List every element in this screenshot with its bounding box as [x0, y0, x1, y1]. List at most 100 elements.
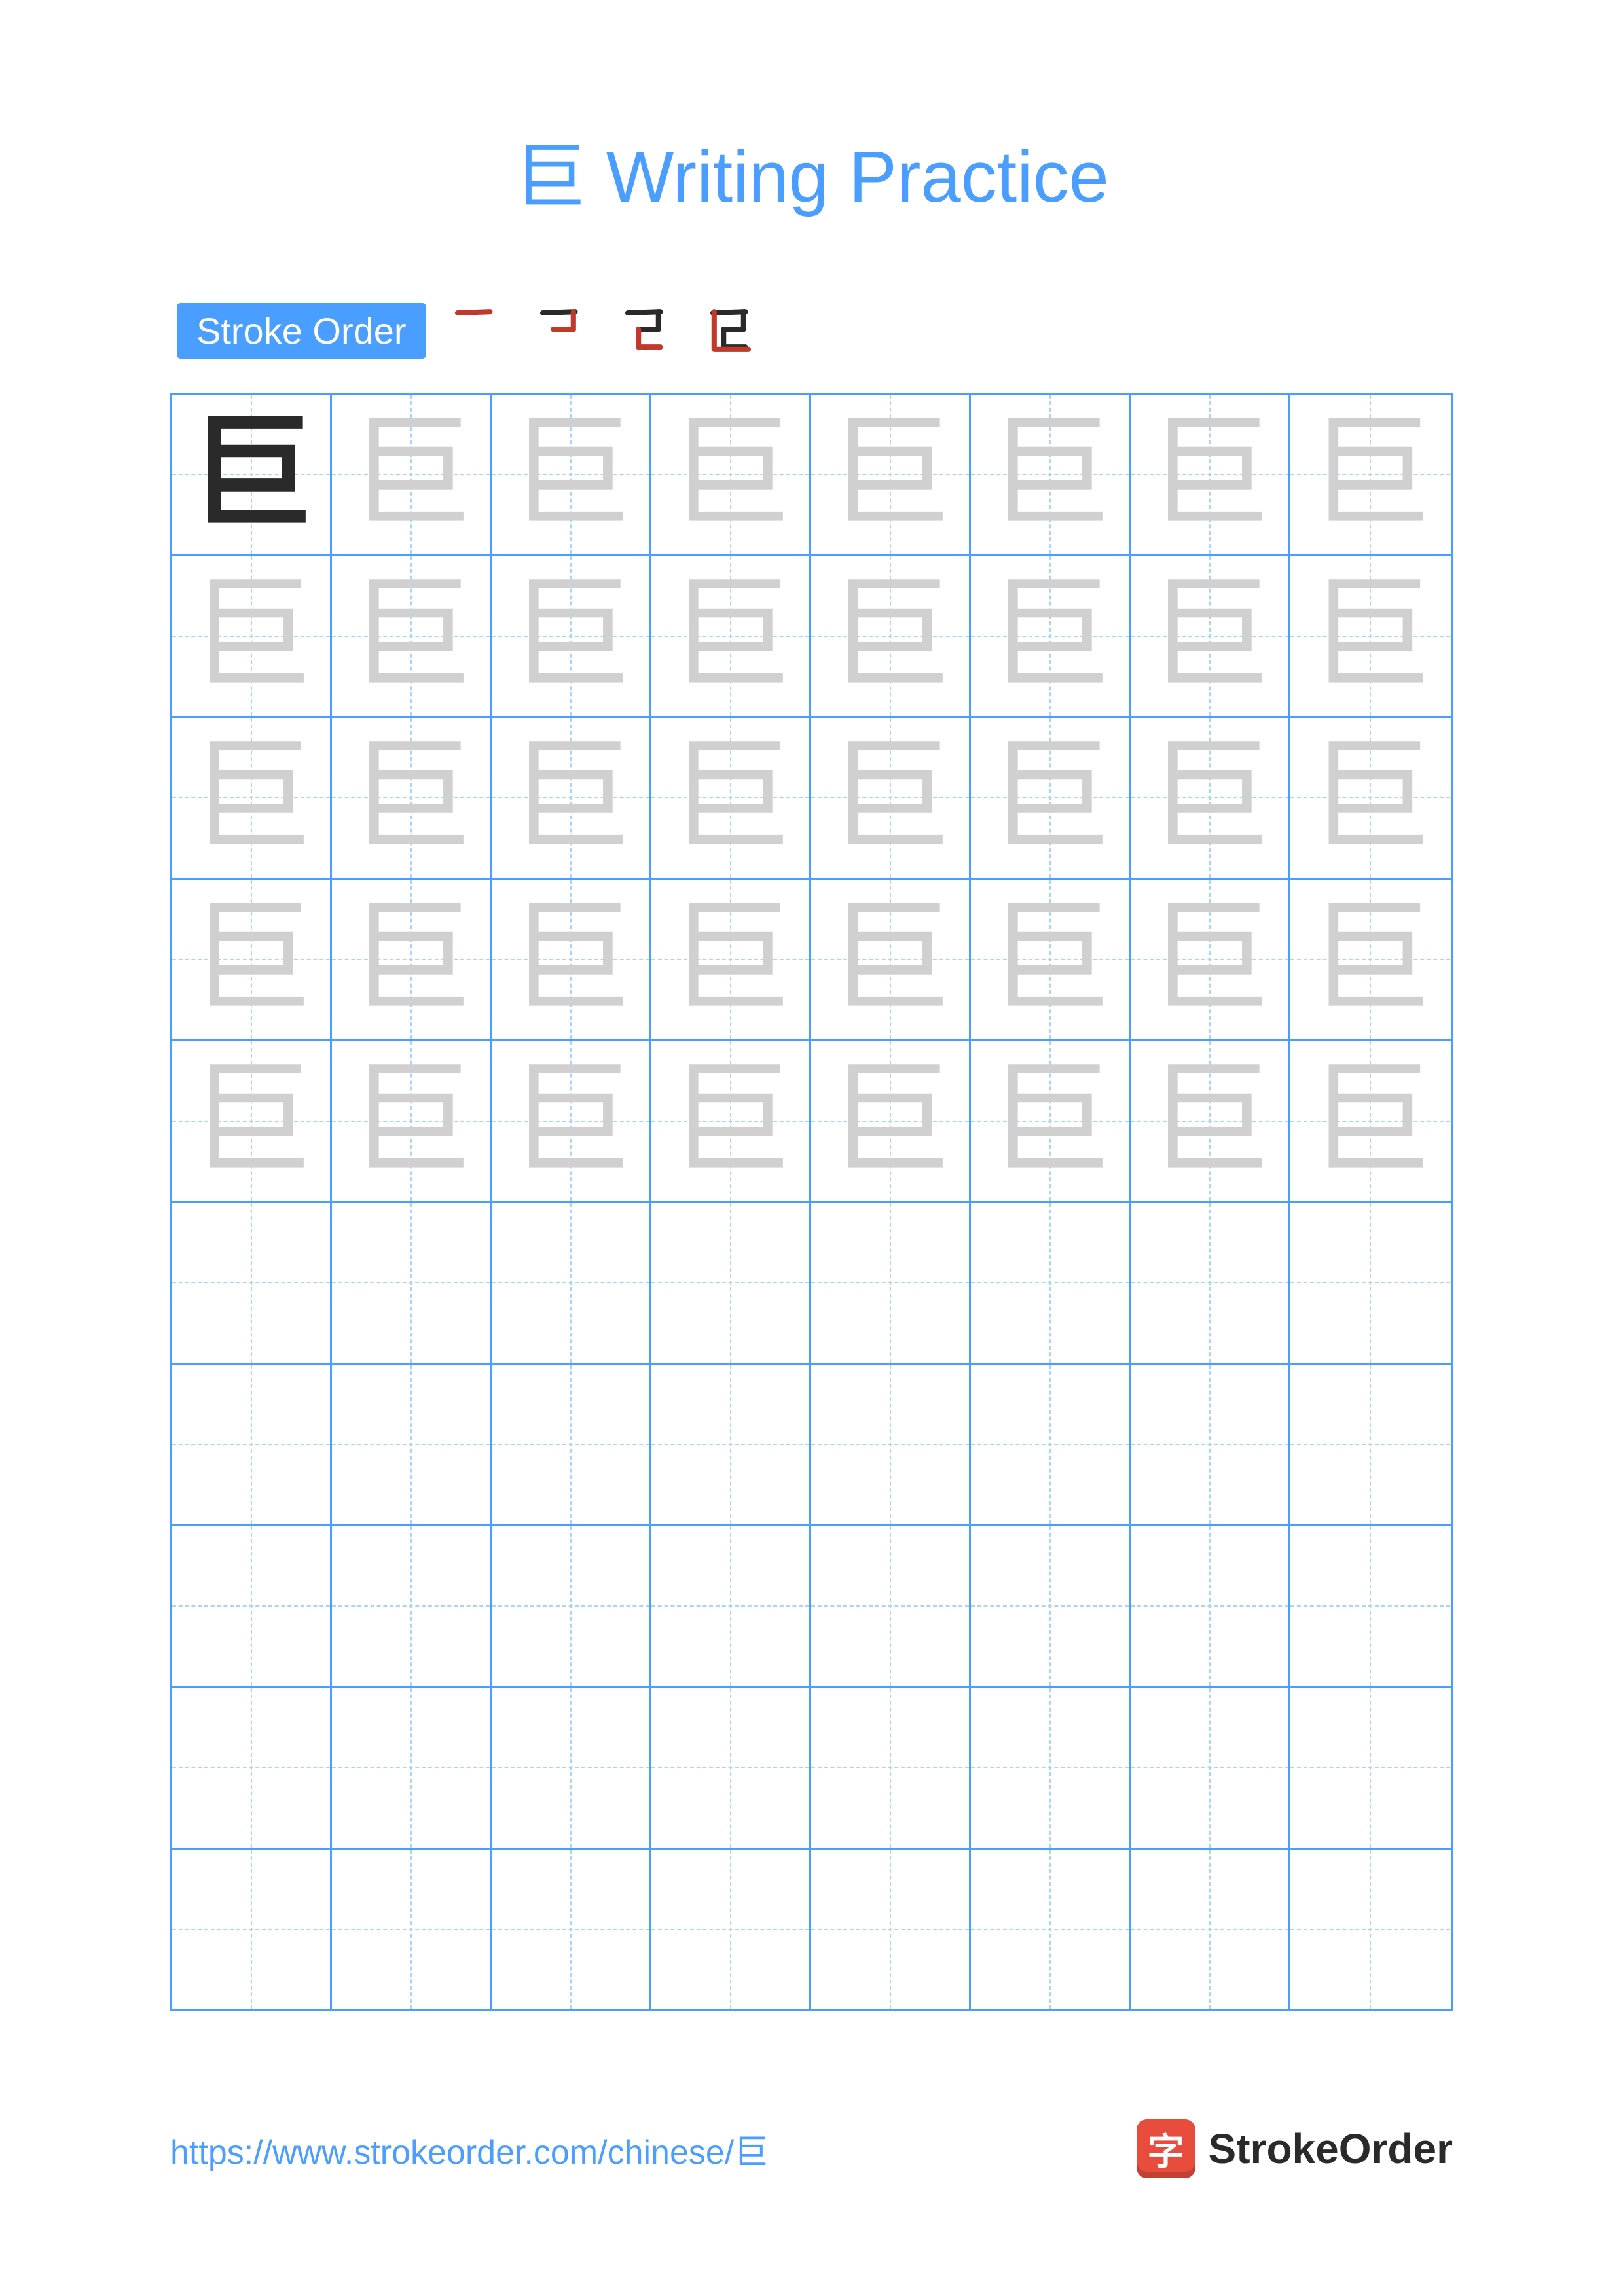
trace-character: 巨 [508, 897, 632, 1022]
grid-cell [172, 1850, 332, 2009]
trace-character: 巨 [1147, 1059, 1271, 1183]
grid-cell: 巨 [1131, 718, 1290, 878]
grid-cell [172, 1688, 332, 1848]
trace-character: 巨 [1147, 736, 1271, 860]
trace-character: 巨 [508, 1059, 632, 1183]
grid-cell [811, 1365, 971, 1524]
grid-cell [1131, 1688, 1290, 1848]
stroke-order-label: Stroke Order [177, 303, 426, 359]
stroke-step-1 [446, 301, 505, 360]
grid-cell [1290, 1203, 1450, 1363]
grid-cell: 巨 [492, 880, 651, 1039]
grid-cell: 巨 [971, 718, 1131, 878]
grid-cell [1290, 1688, 1450, 1848]
trace-character: 巨 [828, 897, 952, 1022]
stroke-step-4 [701, 301, 760, 360]
grid-cell: 巨 [172, 718, 332, 878]
trace-character: 巨 [828, 574, 952, 698]
grid-cell: 巨 [172, 395, 332, 554]
trace-character: 巨 [1147, 897, 1271, 1022]
grid-cell [651, 1365, 811, 1524]
trace-character: 巨 [668, 574, 792, 698]
trace-character: 巨 [508, 736, 632, 860]
page-title: 巨 Writing Practice [170, 118, 1453, 223]
grid-cell: 巨 [651, 718, 811, 878]
grid-cell [811, 1850, 971, 2009]
grid-cell: 巨 [492, 395, 651, 554]
trace-character: 巨 [508, 412, 632, 537]
trace-character: 巨 [348, 412, 473, 537]
grid-cell [971, 1526, 1131, 1686]
grid-cell: 巨 [332, 395, 492, 554]
practice-grid: 巨巨巨巨巨巨巨巨巨巨巨巨巨巨巨巨巨巨巨巨巨巨巨巨巨巨巨巨巨巨巨巨巨巨巨巨巨巨巨巨 [170, 393, 1453, 2011]
grid-cell: 巨 [1131, 556, 1290, 716]
stroke-order-row: Stroke Order [170, 301, 1453, 360]
trace-character: 巨 [1308, 574, 1432, 698]
trace-character: 巨 [828, 736, 952, 860]
trace-character: 巨 [1147, 574, 1271, 698]
grid-cell [651, 1688, 811, 1848]
grid-cell [332, 1365, 492, 1524]
grid-cell [971, 1203, 1131, 1363]
trace-character: 巨 [1147, 412, 1271, 537]
grid-cell [172, 1526, 332, 1686]
brand[interactable]: 字 StrokeOrder [1137, 2119, 1453, 2178]
grid-cell [651, 1203, 811, 1363]
stroke-step-2 [531, 301, 590, 360]
grid-cell: 巨 [811, 395, 971, 554]
grid-cell: 巨 [971, 395, 1131, 554]
grid-cell: 巨 [332, 1041, 492, 1201]
grid-cell: 巨 [971, 880, 1131, 1039]
grid-cell: 巨 [492, 1041, 651, 1201]
grid-cell: 巨 [811, 718, 971, 878]
brand-text: StrokeOrder [1209, 2125, 1453, 2173]
trace-character: 巨 [987, 412, 1112, 537]
grid-cell [332, 1688, 492, 1848]
grid-cell: 巨 [172, 1041, 332, 1201]
trace-character: 巨 [1308, 897, 1432, 1022]
grid-cell [971, 1688, 1131, 1848]
grid-row: 巨巨巨巨巨巨巨巨 [172, 718, 1451, 880]
grid-row: 巨巨巨巨巨巨巨巨 [172, 880, 1451, 1041]
stroke-steps [446, 301, 760, 360]
trace-character: 巨 [1308, 1059, 1432, 1183]
trace-character: 巨 [987, 897, 1112, 1022]
grid-cell: 巨 [811, 556, 971, 716]
grid-cell: 巨 [1290, 556, 1450, 716]
footer: https://www.strokeorder.com/chinese/巨 字 … [170, 2119, 1453, 2178]
trace-character: 巨 [189, 897, 313, 1022]
grid-cell: 巨 [172, 880, 332, 1039]
grid-cell [971, 1850, 1131, 2009]
grid-cell: 巨 [492, 556, 651, 716]
grid-cell [492, 1526, 651, 1686]
grid-cell: 巨 [1131, 395, 1290, 554]
grid-cell: 巨 [651, 1041, 811, 1201]
grid-cell: 巨 [971, 1041, 1131, 1201]
grid-cell [1131, 1526, 1290, 1686]
grid-cell [172, 1365, 332, 1524]
grid-cell: 巨 [492, 718, 651, 878]
grid-cell [1131, 1850, 1290, 2009]
grid-cell: 巨 [1131, 1041, 1290, 1201]
grid-row: 巨巨巨巨巨巨巨巨 [172, 556, 1451, 718]
grid-row [172, 1203, 1451, 1365]
grid-cell [811, 1203, 971, 1363]
trace-character: 巨 [828, 412, 952, 537]
grid-cell [492, 1850, 651, 2009]
brand-icon: 字 [1137, 2119, 1195, 2178]
grid-cell [492, 1365, 651, 1524]
grid-cell: 巨 [1290, 880, 1450, 1039]
grid-cell: 巨 [651, 556, 811, 716]
footer-url[interactable]: https://www.strokeorder.com/chinese/巨 [170, 2125, 768, 2174]
grid-cell: 巨 [332, 880, 492, 1039]
trace-character: 巨 [828, 1059, 952, 1183]
trace-character: 巨 [348, 897, 473, 1022]
trace-character: 巨 [189, 736, 313, 860]
grid-row [172, 1850, 1451, 2009]
trace-character: 巨 [668, 412, 792, 537]
grid-row [172, 1365, 1451, 1526]
grid-cell [172, 1203, 332, 1363]
grid-cell [1290, 1850, 1450, 2009]
grid-cell [1131, 1203, 1290, 1363]
stroke-step-3 [616, 301, 675, 360]
